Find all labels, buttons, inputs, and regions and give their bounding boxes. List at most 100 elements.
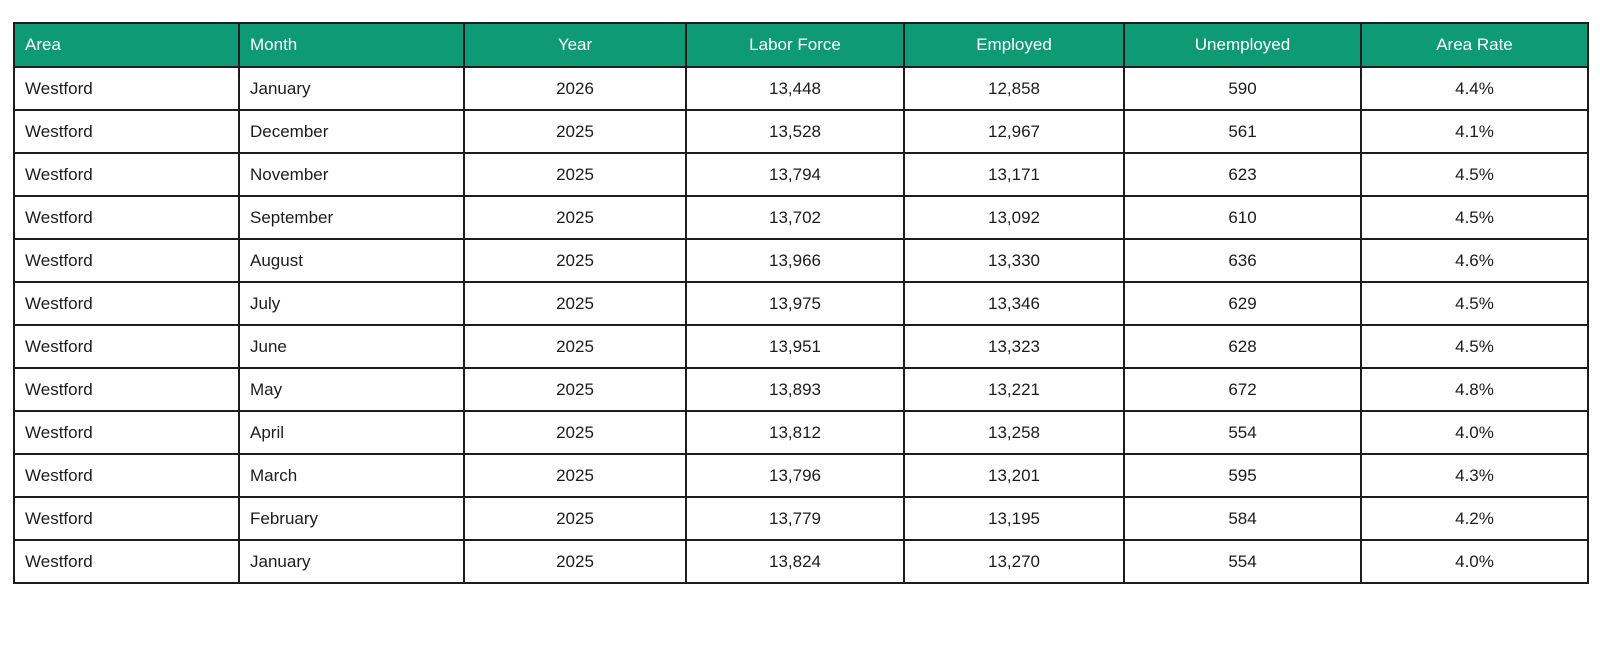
cell-month: April — [238, 410, 465, 455]
table-row: Westford May 2025 13,893 13,221 672 4.8% — [13, 367, 1589, 412]
cell-labor-force: 13,448 — [685, 66, 905, 111]
cell-labor-force: 13,779 — [685, 496, 905, 541]
cell-month: February — [238, 496, 465, 541]
table-row: Westford January 2025 13,824 13,270 554 4.0% — [13, 539, 1589, 584]
cell-area: Westford — [13, 66, 240, 111]
cell-area-rate: 4.5% — [1360, 324, 1589, 369]
table-row: Westford August 2025 13,966 13,330 636 4.6% — [13, 238, 1589, 283]
table-header: Area Month Year Labor Force Employed Unemploy… — [13, 22, 1589, 68]
cell-area: Westford — [13, 410, 240, 455]
cell-area: Westford — [13, 281, 240, 326]
cell-area: Westford — [13, 238, 240, 283]
cell-area-rate: 4.0% — [1360, 539, 1589, 584]
cell-area-rate: 4.4% — [1360, 66, 1589, 111]
cell-unemployed: 584 — [1123, 496, 1362, 541]
cell-area: Westford — [13, 367, 240, 412]
cell-year: 2025 — [463, 367, 687, 412]
cell-area: Westford — [13, 453, 240, 498]
table-row: Westford June 2025 13,951 13,323 628 4.5% — [13, 324, 1589, 369]
cell-year: 2026 — [463, 66, 687, 111]
cell-area: Westford — [13, 109, 240, 154]
cell-employed: 13,258 — [903, 410, 1125, 455]
cell-area-rate: 4.3% — [1360, 453, 1589, 498]
cell-labor-force: 13,702 — [685, 195, 905, 240]
table-header-row: Area Month Year Labor Force Employed Unemploy… — [13, 22, 1589, 68]
cell-unemployed: 628 — [1123, 324, 1362, 369]
cell-month: June — [238, 324, 465, 369]
cell-unemployed: 554 — [1123, 410, 1362, 455]
cell-unemployed: 610 — [1123, 195, 1362, 240]
cell-month: September — [238, 195, 465, 240]
cell-area: Westford — [13, 324, 240, 369]
cell-year: 2025 — [463, 453, 687, 498]
cell-employed: 13,201 — [903, 453, 1125, 498]
cell-year: 2025 — [463, 539, 687, 584]
labor-force-table-container: Area Month Year Labor Force Employed Unemploy… — [13, 22, 1589, 584]
cell-employed: 13,323 — [903, 324, 1125, 369]
table-row: Westford January 2026 13,448 12,858 590 4.4% — [13, 66, 1589, 111]
cell-unemployed: 561 — [1123, 109, 1362, 154]
cell-area-rate: 4.8% — [1360, 367, 1589, 412]
cell-month: May — [238, 367, 465, 412]
cell-employed: 13,330 — [903, 238, 1125, 283]
cell-labor-force: 13,812 — [685, 410, 905, 455]
cell-labor-force: 13,975 — [685, 281, 905, 326]
cell-employed: 13,270 — [903, 539, 1125, 584]
table-row: Westford July 2025 13,975 13,346 629 4.5% — [13, 281, 1589, 326]
cell-area-rate: 4.5% — [1360, 195, 1589, 240]
cell-month: July — [238, 281, 465, 326]
cell-unemployed: 595 — [1123, 453, 1362, 498]
cell-unemployed: 623 — [1123, 152, 1362, 197]
cell-month: March — [238, 453, 465, 498]
column-header-labor-force: Labor Force — [685, 22, 905, 68]
table-row: Westford March 2025 13,796 13,201 595 4.3% — [13, 453, 1589, 498]
table-row: Westford November 2025 13,794 13,171 623 4.5% — [13, 152, 1589, 197]
cell-labor-force: 13,893 — [685, 367, 905, 412]
cell-area: Westford — [13, 496, 240, 541]
cell-labor-force: 13,966 — [685, 238, 905, 283]
cell-area-rate: 4.1% — [1360, 109, 1589, 154]
cell-unemployed: 554 — [1123, 539, 1362, 584]
cell-unemployed: 629 — [1123, 281, 1362, 326]
cell-year: 2025 — [463, 195, 687, 240]
labor-force-table: Area Month Year Labor Force Employed Unemploy… — [13, 22, 1589, 584]
cell-labor-force: 13,951 — [685, 324, 905, 369]
cell-area: Westford — [13, 195, 240, 240]
column-header-employed: Employed — [903, 22, 1125, 68]
column-header-unemployed: Unemployed — [1123, 22, 1362, 68]
cell-month: January — [238, 539, 465, 584]
column-header-area-rate: Area Rate — [1360, 22, 1589, 68]
cell-unemployed: 636 — [1123, 238, 1362, 283]
cell-area: Westford — [13, 539, 240, 584]
table-row: Westford December 2025 13,528 12,967 561 4.1% — [13, 109, 1589, 154]
cell-month: December — [238, 109, 465, 154]
cell-unemployed: 590 — [1123, 66, 1362, 111]
table-body: Westford January 2026 13,448 12,858 590 4.4% We… — [13, 66, 1589, 584]
table-row: Westford September 2025 13,702 13,092 610 4.5% — [13, 195, 1589, 240]
cell-labor-force: 13,794 — [685, 152, 905, 197]
cell-labor-force: 13,824 — [685, 539, 905, 584]
cell-employed: 12,967 — [903, 109, 1125, 154]
cell-year: 2025 — [463, 109, 687, 154]
cell-year: 2025 — [463, 152, 687, 197]
column-header-month: Month — [238, 22, 465, 68]
cell-area-rate: 4.0% — [1360, 410, 1589, 455]
cell-employed: 13,171 — [903, 152, 1125, 197]
table-row: Westford February 2025 13,779 13,195 584 4.2% — [13, 496, 1589, 541]
cell-month: August — [238, 238, 465, 283]
cell-employed: 12,858 — [903, 66, 1125, 111]
cell-employed: 13,195 — [903, 496, 1125, 541]
cell-labor-force: 13,528 — [685, 109, 905, 154]
cell-year: 2025 — [463, 324, 687, 369]
cell-employed: 13,092 — [903, 195, 1125, 240]
cell-month: November — [238, 152, 465, 197]
cell-month: January — [238, 66, 465, 111]
column-header-area: Area — [13, 22, 240, 68]
cell-year: 2025 — [463, 496, 687, 541]
cell-area-rate: 4.2% — [1360, 496, 1589, 541]
cell-year: 2025 — [463, 410, 687, 455]
cell-employed: 13,346 — [903, 281, 1125, 326]
table-row: Westford April 2025 13,812 13,258 554 4.0% — [13, 410, 1589, 455]
cell-year: 2025 — [463, 238, 687, 283]
